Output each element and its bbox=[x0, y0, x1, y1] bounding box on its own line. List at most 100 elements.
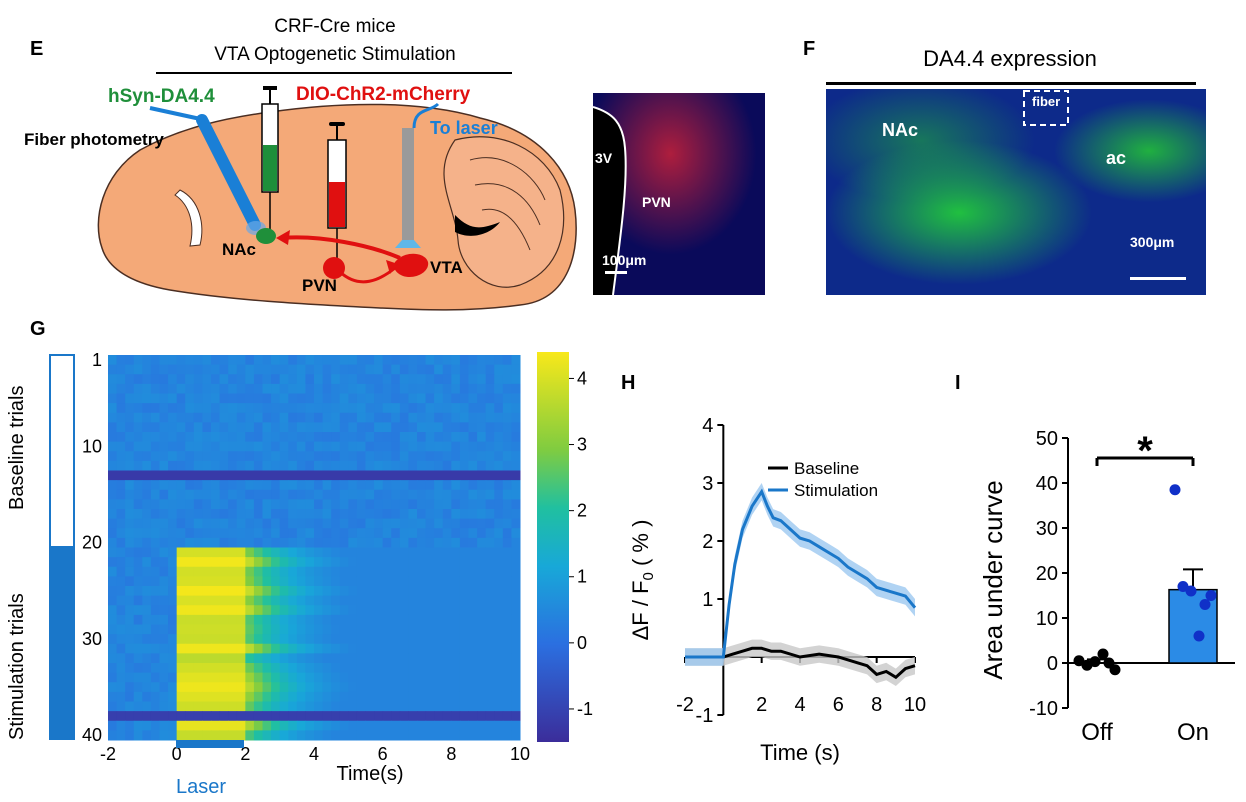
heatmap-cell bbox=[288, 509, 298, 520]
heatmap-cell bbox=[356, 499, 366, 510]
heatmap-cell bbox=[116, 711, 126, 722]
heatmap-cell bbox=[459, 557, 469, 568]
heatmap-cell bbox=[502, 393, 512, 404]
heatmap-cell bbox=[305, 605, 315, 616]
heatmap-cell bbox=[382, 711, 392, 722]
heatmap-cell bbox=[142, 537, 152, 548]
heatmap-cell bbox=[434, 393, 444, 404]
heatmap-cell bbox=[271, 355, 281, 366]
heatmap-cell bbox=[271, 730, 281, 741]
line-y-tick: -1 bbox=[696, 705, 714, 727]
heatmap-cell bbox=[142, 720, 152, 731]
heatmap-cell bbox=[211, 701, 221, 712]
heatmap-cell bbox=[176, 518, 186, 529]
heatmap-cell bbox=[477, 711, 487, 722]
heatmap-cell bbox=[374, 422, 384, 433]
heatmap-cell bbox=[356, 672, 366, 683]
heatmap-cell bbox=[219, 470, 229, 481]
heatmap-cell bbox=[382, 355, 392, 366]
heatmap-cell bbox=[374, 470, 384, 481]
heatmap-cell bbox=[176, 403, 186, 414]
heatmap-cell bbox=[322, 364, 332, 375]
heatmap-cell bbox=[365, 605, 375, 616]
heatmap-cell bbox=[365, 383, 375, 394]
heatmap-cell bbox=[459, 393, 469, 404]
heatmap-cell bbox=[485, 374, 495, 385]
heatmap-cell bbox=[176, 509, 186, 520]
heatmap-cell bbox=[477, 403, 487, 414]
heatmap-cell bbox=[365, 509, 375, 520]
heatmap-cell bbox=[374, 460, 384, 471]
heatmap-cell bbox=[288, 480, 298, 491]
heatmap-cell bbox=[356, 460, 366, 471]
heatmap-cell bbox=[108, 422, 118, 433]
heatmap-cell bbox=[185, 480, 195, 491]
heatmap-cell bbox=[356, 412, 366, 423]
heatmap-cell bbox=[305, 470, 315, 481]
heatmap-cell bbox=[451, 460, 461, 471]
heatmap-cell bbox=[365, 364, 375, 375]
heatmap-cell bbox=[262, 499, 272, 510]
heatmap-cell bbox=[176, 701, 186, 712]
heatmap-cell bbox=[425, 586, 435, 597]
heatmap-cell bbox=[296, 566, 306, 577]
heatmap-cell bbox=[193, 682, 203, 693]
heatmap-cell bbox=[262, 711, 272, 722]
heatmap-cell bbox=[271, 557, 281, 568]
heatmap-cell bbox=[494, 672, 504, 683]
heatmap-cell bbox=[442, 701, 452, 712]
heatmap-cell bbox=[228, 355, 238, 366]
heatmap-cell bbox=[511, 509, 521, 520]
heatmap-cell bbox=[314, 643, 324, 654]
heatmap-cell bbox=[425, 595, 435, 606]
heatmap-cell bbox=[399, 537, 409, 548]
heatmap-cell bbox=[279, 605, 289, 616]
heatmap-cell bbox=[494, 451, 504, 462]
heatmap-cell bbox=[133, 614, 143, 625]
heatmap-cell bbox=[408, 730, 418, 741]
heatmap-cell bbox=[399, 364, 409, 375]
heatmap-cell bbox=[468, 489, 478, 500]
bar-point bbox=[1185, 585, 1197, 597]
heatmap-cell bbox=[176, 682, 186, 693]
heatmap-cell bbox=[391, 691, 401, 702]
heatmap-cell bbox=[142, 576, 152, 587]
heatmap-cell bbox=[133, 672, 143, 683]
heatmap-cell bbox=[150, 653, 160, 664]
heatmap-cell bbox=[314, 653, 324, 664]
heatmap-cell bbox=[211, 566, 221, 577]
f-scale-label: 300μm bbox=[1130, 234, 1175, 250]
heatmap-cell bbox=[219, 528, 229, 539]
heatmap-cell bbox=[288, 711, 298, 722]
heatmap-cell bbox=[185, 634, 195, 645]
heatmap-cell bbox=[150, 605, 160, 616]
heatmap-cell bbox=[125, 614, 135, 625]
heatmap-cell bbox=[288, 691, 298, 702]
heatmap-cell bbox=[125, 605, 135, 616]
heatmap-cell bbox=[382, 595, 392, 606]
heatmap-cell bbox=[502, 374, 512, 385]
heatmap-cell bbox=[391, 557, 401, 568]
heatmap-cell bbox=[245, 480, 255, 491]
heatmap-cell bbox=[288, 653, 298, 664]
heatmap-cell bbox=[399, 566, 409, 577]
heatmap-cell bbox=[408, 672, 418, 683]
heatmap-cell bbox=[425, 374, 435, 385]
heatmap-cell bbox=[279, 663, 289, 674]
heatmap-cell bbox=[142, 557, 152, 568]
heatmap-cell bbox=[502, 547, 512, 558]
heatmap-cell bbox=[202, 432, 212, 443]
heatmap-cell bbox=[202, 586, 212, 597]
heatmap-cell bbox=[434, 518, 444, 529]
heatmap-cell bbox=[193, 480, 203, 491]
heatmap-cell bbox=[485, 586, 495, 597]
heatmap-cell bbox=[417, 422, 427, 433]
heatmap-cell bbox=[193, 422, 203, 433]
heatmap-cell bbox=[417, 403, 427, 414]
heatmap-cell bbox=[451, 547, 461, 558]
heatmap-cell bbox=[288, 720, 298, 731]
heatmap-cell bbox=[374, 653, 384, 664]
heatmap-cell bbox=[408, 451, 418, 462]
heatmap-cell bbox=[331, 509, 341, 520]
